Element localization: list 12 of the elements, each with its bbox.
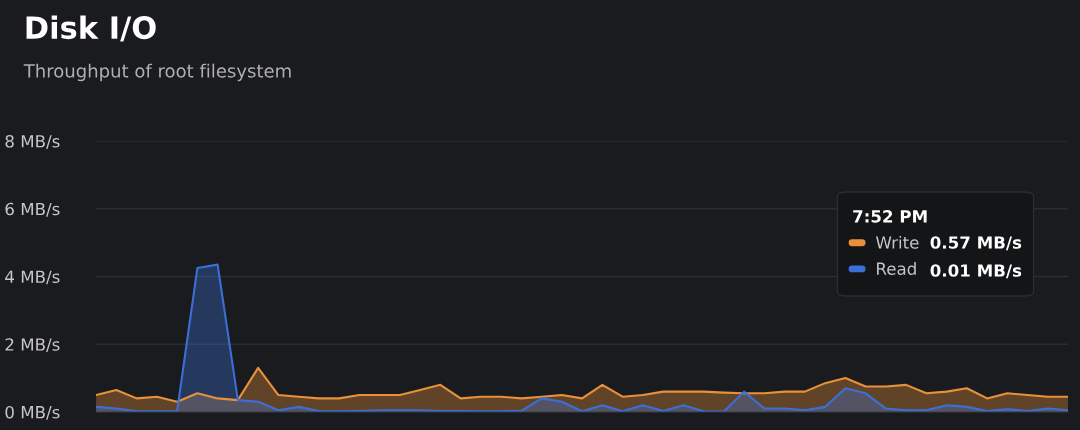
y-tick-label: 8 MB/s [5, 135, 60, 149]
y-tick-label: 6 MB/s [5, 202, 60, 217]
y-tick-label: 0 MB/s [5, 405, 60, 420]
legend-title: 7:52 PM [853, 210, 927, 223]
legend-label: Write [875, 235, 919, 249]
annotation: 0.01 MB/s [930, 264, 1022, 279]
y-tick-label: 2 MB/s [5, 338, 60, 353]
y-tick-label: 4 MB/s [5, 270, 60, 285]
chart-subtitle: Throughput of root filesystem [23, 63, 291, 82]
legend-label: Read [877, 262, 916, 275]
chart-title: Disk I/O [26, 15, 156, 42]
annotation: 0.57 MB/s [930, 236, 1022, 251]
